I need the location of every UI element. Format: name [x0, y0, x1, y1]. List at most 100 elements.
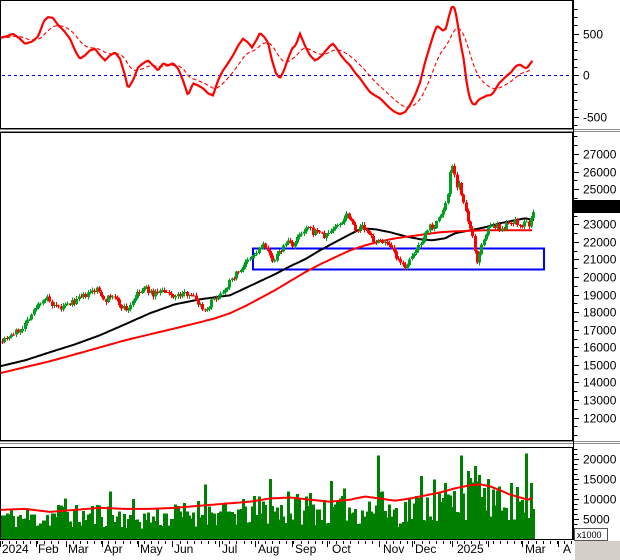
month-label: A [563, 542, 571, 556]
volume-bar [307, 506, 310, 539]
volume-panel[interactable] [0, 453, 535, 540]
oscillator-panel[interactable] [0, 5, 573, 116]
volume-bar [348, 507, 351, 539]
candle-body [228, 280, 231, 288]
axis-tick-label: 15000 [583, 359, 617, 373]
volume-bar [186, 511, 189, 539]
candle-body [224, 289, 227, 293]
candle-body [354, 224, 357, 231]
candle-body [494, 225, 497, 229]
price-panel[interactable] [0, 163, 545, 374]
volume-bar [413, 503, 416, 539]
candle-body [316, 230, 319, 232]
candle-body [426, 230, 429, 233]
candle-body [528, 221, 531, 227]
volume-bar [17, 516, 20, 539]
volume-bar [206, 524, 209, 539]
volume-bar [435, 520, 438, 539]
candle-body [298, 234, 301, 238]
volume-bar [456, 512, 459, 539]
volume-bar [195, 526, 198, 539]
candle-body [64, 304, 67, 306]
volume-bar [73, 510, 76, 539]
candle-body [361, 224, 364, 227]
candle-body [111, 296, 114, 298]
volume-bar [26, 510, 29, 539]
volume-bar [476, 481, 479, 539]
volume-bar [235, 524, 238, 539]
candle-body [415, 249, 418, 254]
panel-splitter-1[interactable] [0, 129, 620, 132]
month-label: May [140, 542, 163, 556]
candle-body [96, 287, 99, 293]
volume-bar [420, 475, 423, 539]
volume-bar [143, 513, 146, 539]
month-label: 2025 [457, 542, 484, 556]
volume-bar [384, 510, 387, 539]
candle-body [462, 194, 465, 203]
month-label: Oct [332, 542, 351, 556]
value-axis[interactable]: 5000-50027000260002500024000230002200021… [573, 0, 620, 541]
candle-body [492, 225, 495, 227]
candle-body [345, 213, 348, 219]
volume-bar [224, 502, 227, 539]
candle-body [152, 290, 155, 297]
axis-tick-label: 12000 [583, 412, 617, 426]
volume-bar [298, 499, 301, 539]
candle-body [210, 299, 213, 308]
volume-bar [226, 511, 229, 539]
month-label: Nov [383, 542, 404, 556]
candle-body [201, 303, 204, 310]
volume-bar [87, 514, 90, 539]
candle-body [107, 295, 110, 303]
candle-body [156, 291, 159, 294]
volume-bar [480, 497, 483, 539]
axis-tick-label: -500 [583, 111, 607, 125]
volume-bar [370, 511, 373, 539]
volume-bar [192, 512, 195, 539]
time-axis[interactable]: 2024 Feb Mar Apr May Jun Jul Aug Sep Oct Nov Dec 202… [0, 541, 620, 560]
volume-bar [233, 514, 236, 539]
volume-bar [474, 466, 477, 539]
candle-body [390, 245, 393, 248]
volume-bar [309, 493, 312, 539]
candle-body [465, 202, 468, 211]
candle-body [116, 297, 119, 300]
candle-body [469, 221, 472, 229]
candle-body [458, 183, 461, 188]
volume-bar [523, 512, 526, 539]
volume-bar [55, 516, 58, 539]
panel-splitter-2[interactable] [0, 441, 620, 444]
volume-bar [388, 504, 391, 539]
volume-bar [114, 521, 117, 539]
month-label: 2024 [2, 542, 29, 556]
volume-bar [201, 514, 204, 539]
volume-bar [165, 513, 168, 539]
volume-bar [442, 498, 445, 539]
volume-bar [89, 513, 92, 539]
volume-bar [496, 490, 499, 539]
candle-body [170, 293, 173, 296]
volume-bar [312, 504, 315, 539]
candle-body [165, 291, 168, 293]
candle-body [28, 319, 31, 321]
candle-body [282, 245, 285, 252]
volume-bar [51, 513, 54, 539]
volume-bar [447, 494, 450, 539]
candle-body [516, 219, 519, 226]
candle-body [183, 291, 186, 294]
volume-bar [485, 510, 488, 539]
volume-bar [516, 487, 519, 539]
axis-tick-label: 26000 [583, 166, 617, 180]
candle-body [129, 305, 132, 310]
volume-bar [150, 522, 153, 539]
candle-body [217, 296, 220, 300]
volume-bar [123, 514, 126, 539]
volume-bar [84, 520, 87, 539]
volume-bar [469, 478, 472, 539]
candle-body [417, 244, 420, 250]
candle-body [408, 259, 411, 265]
candle-body [1, 341, 4, 343]
volume-bar [460, 455, 463, 539]
